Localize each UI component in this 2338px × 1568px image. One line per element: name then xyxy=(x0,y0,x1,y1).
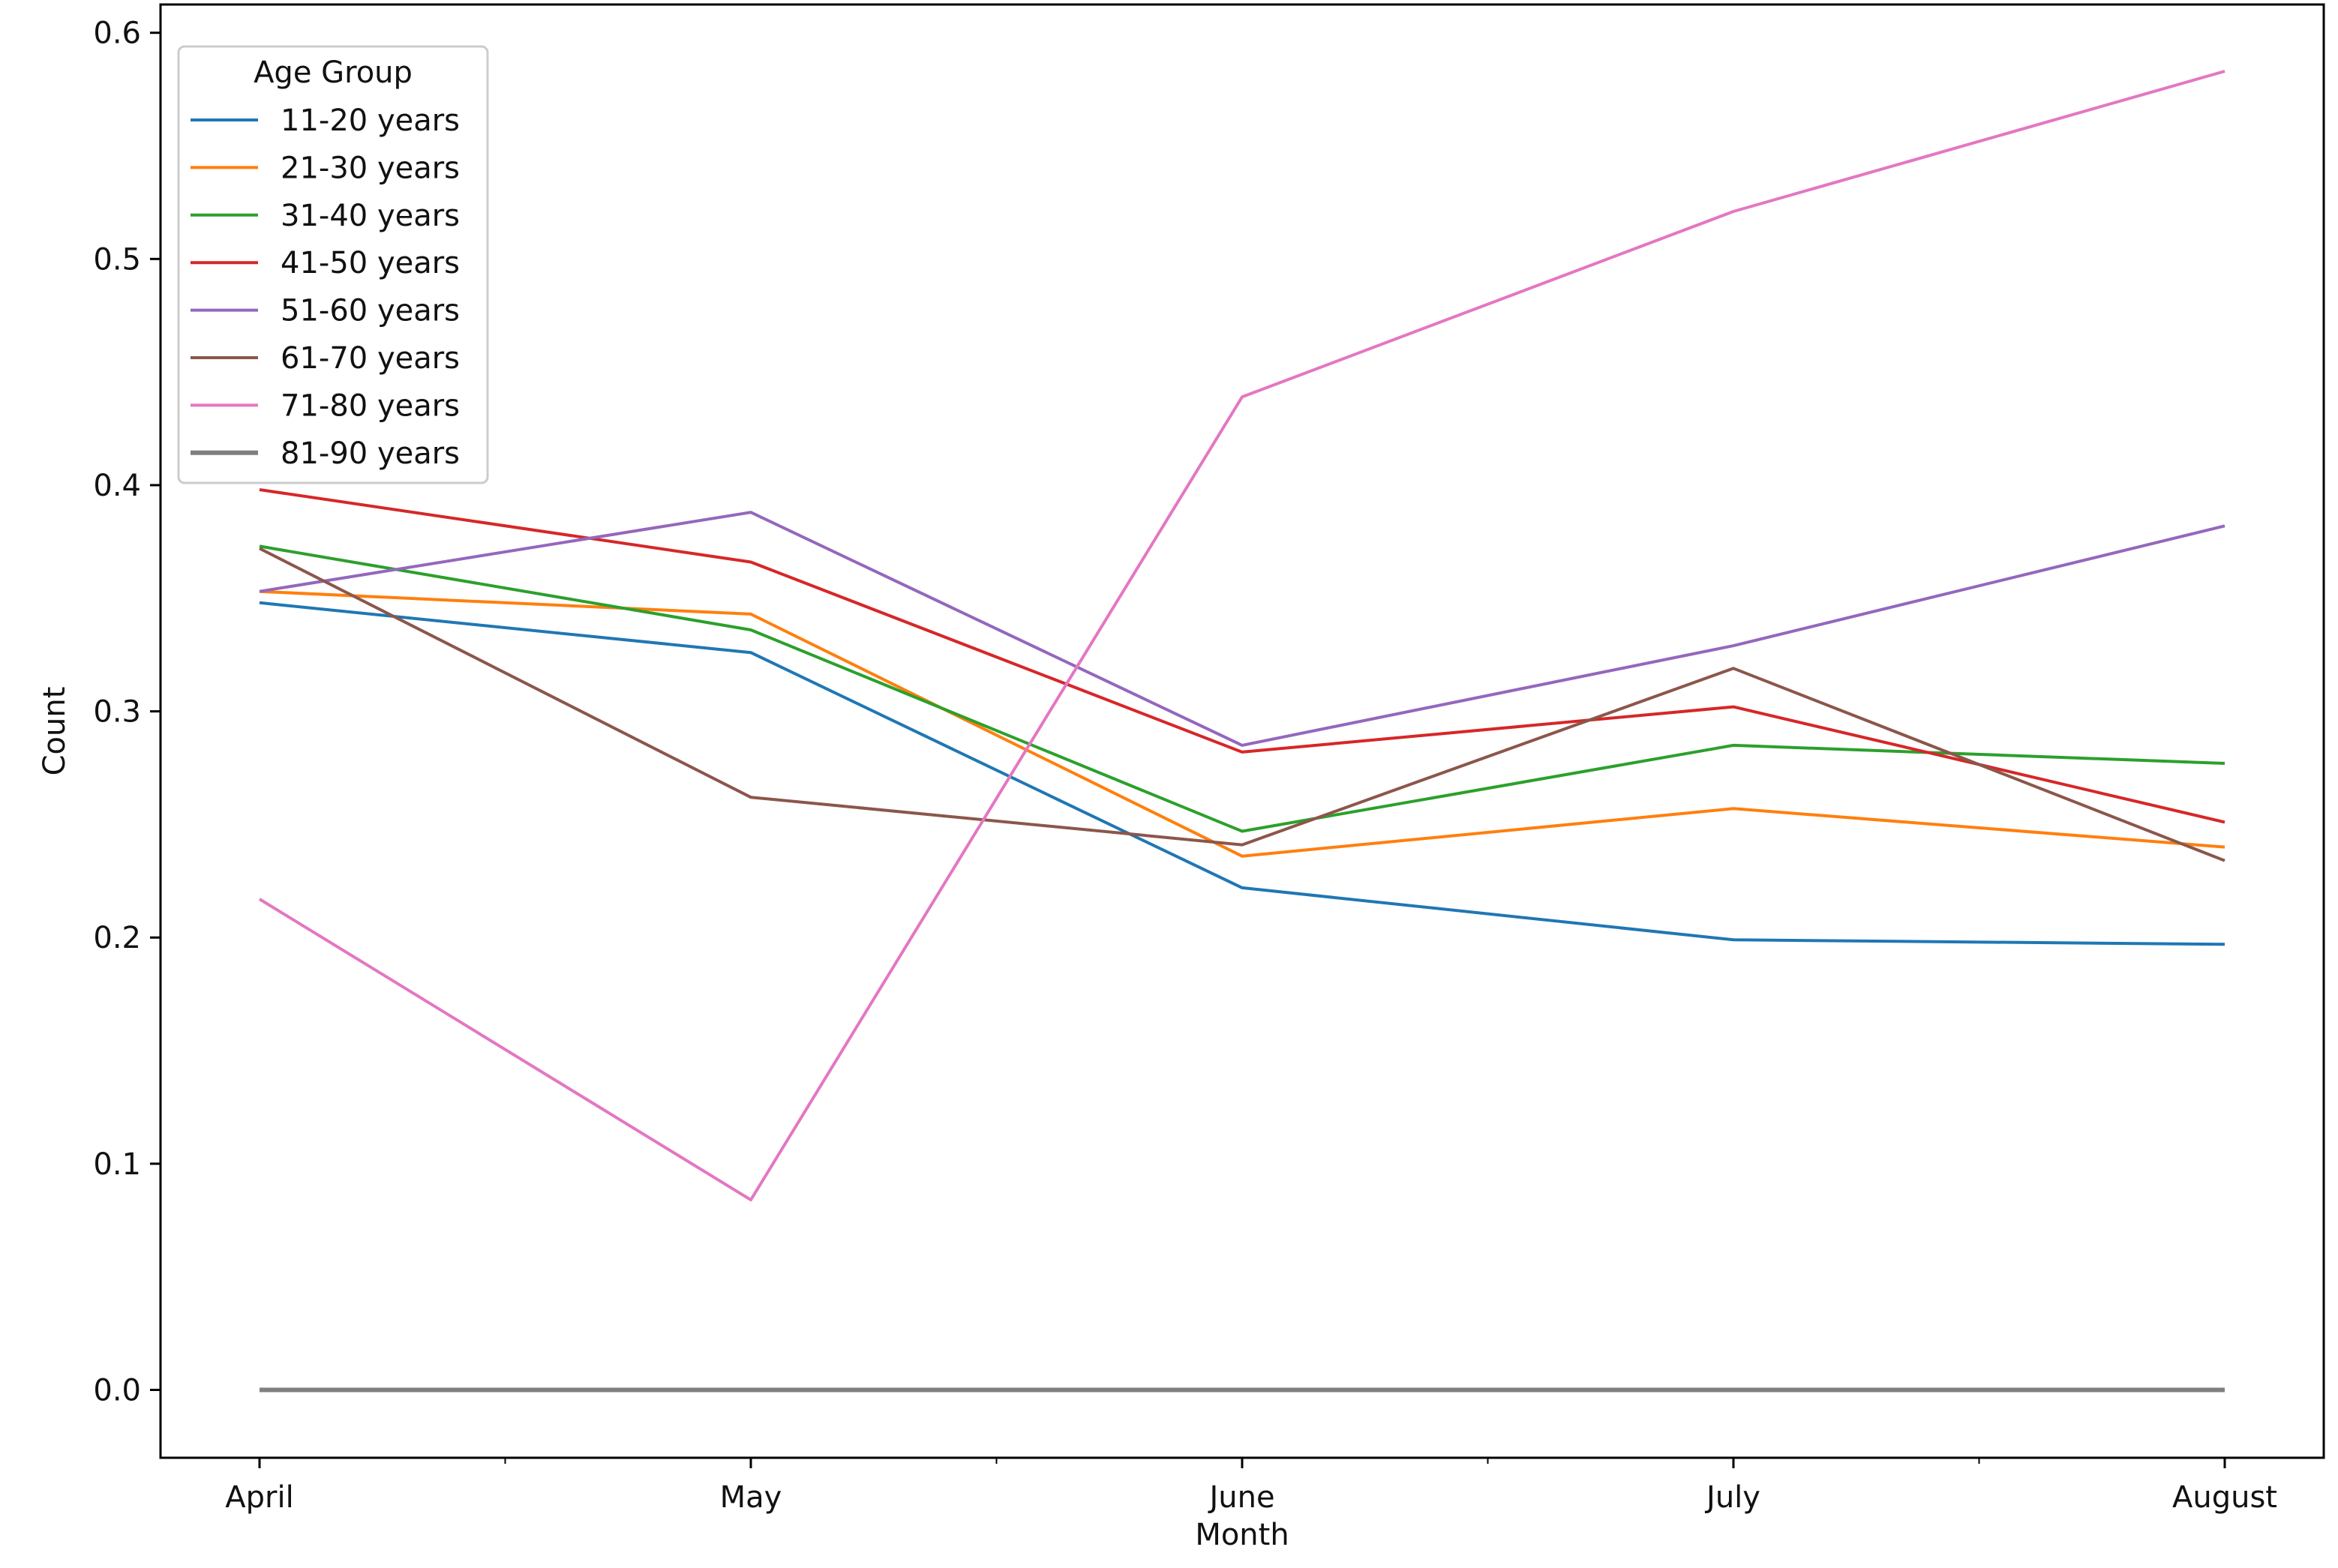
y-tick-label: 0.4 xyxy=(93,469,141,503)
legend-label: 21-30 years xyxy=(281,151,460,185)
series-line-51-60-years xyxy=(259,511,2225,747)
series-line-21-30-years xyxy=(259,589,2225,858)
x-tick-label: June xyxy=(1207,1480,1274,1515)
legend-label: 71-80 years xyxy=(281,388,460,423)
x-tick-label: July xyxy=(1704,1480,1760,1515)
legend-items: 11-20 years 21-30 years 31-40 years 41-50 y… xyxy=(191,103,460,471)
legend-label: 81-90 years xyxy=(281,436,460,471)
legend-title: Age Group xyxy=(254,55,413,90)
y-tick-label: 0.1 xyxy=(93,1147,141,1182)
x-tick-label: May xyxy=(720,1480,782,1515)
series-line-31-40-years xyxy=(259,544,2225,833)
legend-label: 61-70 years xyxy=(281,341,460,376)
y-tick-label: 0.5 xyxy=(93,242,141,277)
legend-frame xyxy=(177,45,489,484)
x-axis-label: Month xyxy=(1195,1518,1289,1552)
x-tick-label: August xyxy=(2172,1480,2277,1515)
series-line-71-80-years xyxy=(258,70,2225,1202)
y-tick-label: 0.0 xyxy=(93,1374,141,1408)
y-tick-label: 0.3 xyxy=(93,695,141,730)
series-layer xyxy=(258,70,2225,1393)
series-line-61-70-years xyxy=(259,547,2225,862)
legend: Age Group 11-20 years 21-30 years 31-40 ye… xyxy=(177,45,489,484)
legend-label: 51-60 years xyxy=(281,294,460,328)
legend-label: 41-50 years xyxy=(281,246,460,280)
y-axis: 0.0 0.1 0.2 0.3 0.4 0.5 0.6 xyxy=(93,16,161,1408)
legend-label: 31-40 years xyxy=(281,199,460,233)
x-axis: April May June July August xyxy=(225,1458,2277,1515)
y-axis-label: Count xyxy=(38,687,72,776)
y-tick-label: 0.2 xyxy=(93,921,141,955)
series-line-11-20-years xyxy=(259,601,2225,946)
x-tick-label: April xyxy=(225,1480,293,1515)
y-tick-label: 0.6 xyxy=(93,16,141,51)
legend-label: 11-20 years xyxy=(281,103,460,138)
